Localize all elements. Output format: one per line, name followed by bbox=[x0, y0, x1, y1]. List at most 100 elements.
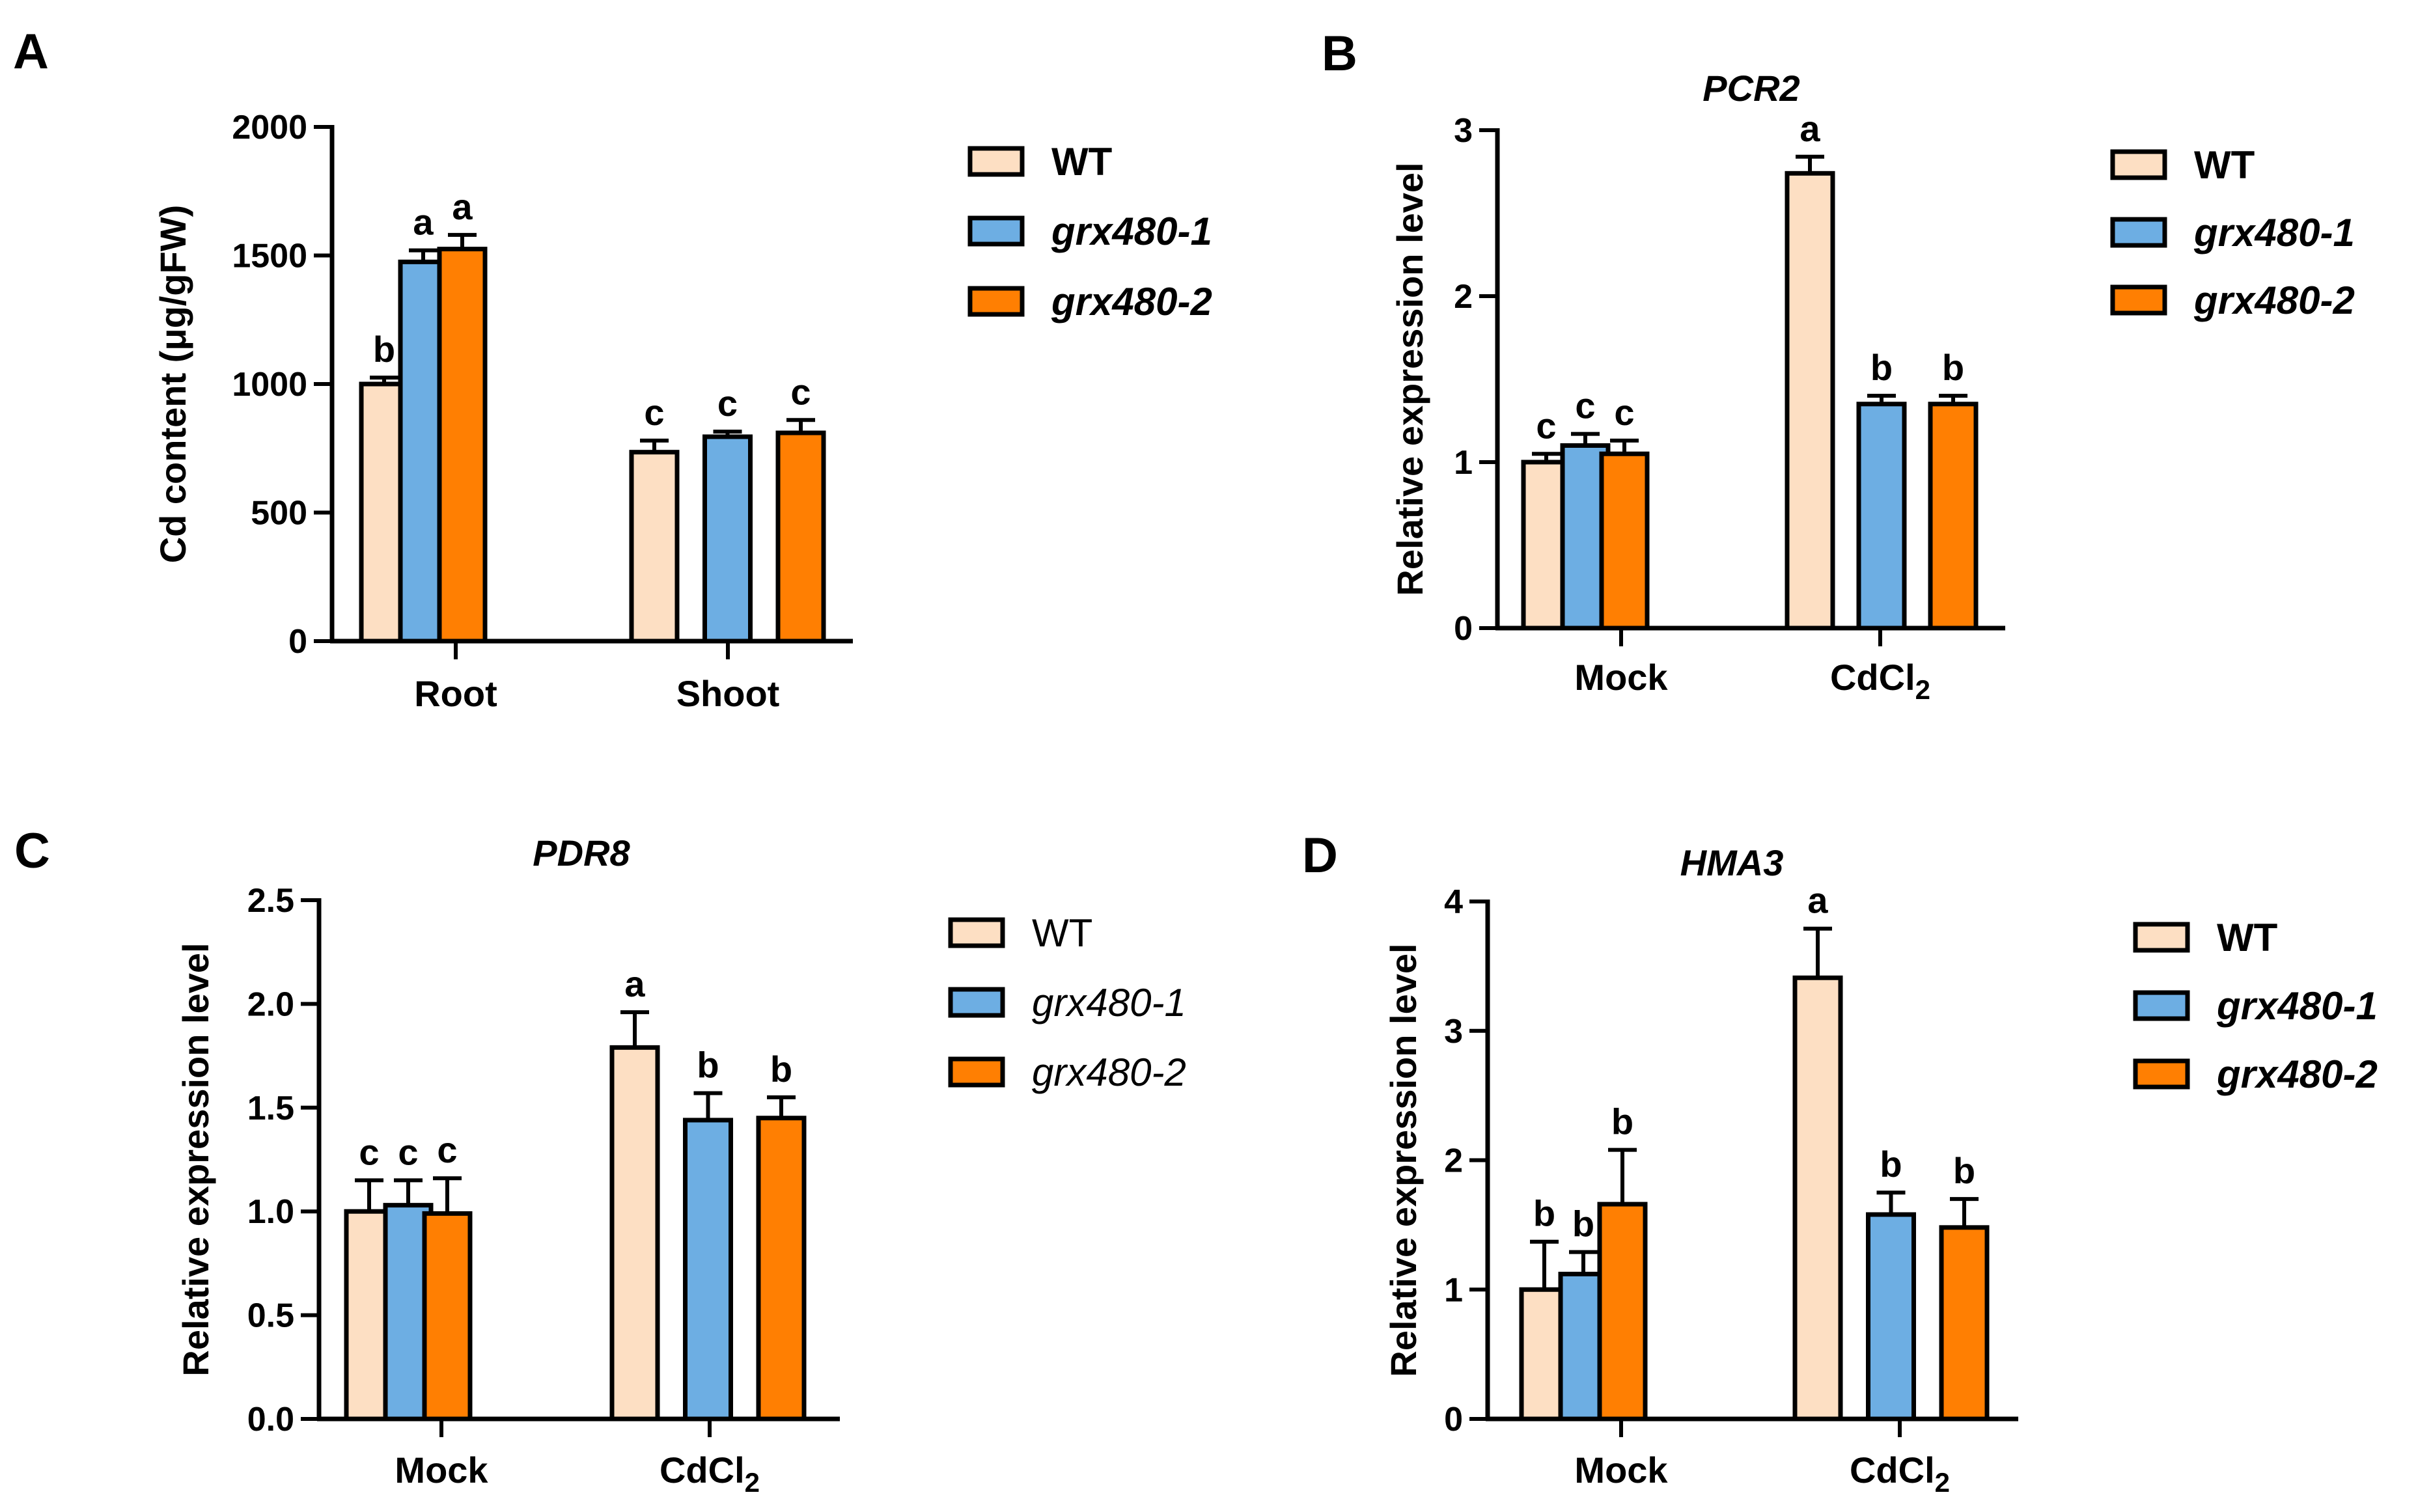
panel-d: D HMA3 0 1 2 3 4 Relative expression level Mock C… bbox=[1302, 828, 2378, 1498]
legend-label-grx480-1-d: grx480-1 bbox=[2216, 984, 2378, 1028]
bar-grx480-2-cdcl2-c bbox=[756, 1116, 807, 1422]
legend-swatch-wt-d bbox=[2133, 922, 2190, 953]
legend-swatch-grx480-2-c bbox=[948, 1056, 1005, 1088]
bar-grx480-2-mock-b bbox=[1599, 451, 1650, 631]
bar-grx480-2-mock-d bbox=[1597, 1202, 1648, 1422]
y-axis-title-d: Relative expression level bbox=[1383, 943, 1424, 1377]
bar-grx480-2-root-a bbox=[437, 247, 488, 644]
panel-letter-d: D bbox=[1302, 828, 1338, 883]
bar-grx480-2-mock-c bbox=[422, 1211, 473, 1422]
sig-letter-grx480-1-cdcl2-d: b bbox=[1880, 1144, 1902, 1185]
y-tick-label-a: 500 bbox=[251, 495, 307, 532]
bar-wt-cdcl2-c bbox=[609, 1045, 660, 1422]
x-tick-label-cdcl2-b: CdCl2 bbox=[1830, 657, 1930, 705]
legend-swatch-grx480-1-d bbox=[2133, 990, 2190, 1021]
y-tick-label-c: 0.0 bbox=[247, 1401, 294, 1438]
sig-letter-wt-cdcl2-b: a bbox=[1800, 108, 1820, 149]
legend-swatch-grx480-1-c bbox=[948, 987, 1005, 1018]
legend-label-grx480-1-a: grx480-1 bbox=[1051, 210, 1212, 253]
sig-letter-grx480-1-cdcl2-b: b bbox=[1870, 347, 1893, 388]
y-axis-title-b: Relative expression level bbox=[1389, 162, 1430, 596]
bar-grx480-1-shoot-a bbox=[702, 434, 753, 644]
bar-grx480-1-cdcl2-d bbox=[1866, 1212, 1916, 1422]
y-tick-label-d: 3 bbox=[1444, 1013, 1463, 1051]
legend-swatch-wt-b bbox=[2110, 149, 2167, 180]
y-tick-label-b: 1 bbox=[1454, 444, 1473, 482]
sig-letter-grx480-2-shoot-a: c bbox=[790, 371, 811, 412]
sig-letter-grx480-2-cdcl2-b: b bbox=[1942, 347, 1964, 388]
sig-letter-grx480-1-cdcl2-c: b bbox=[697, 1044, 719, 1085]
legend-label-grx480-2-b: grx480-2 bbox=[2193, 279, 2355, 322]
legend-label-wt-d: WT bbox=[2217, 916, 2277, 959]
y-tick-label-b: 0 bbox=[1454, 610, 1473, 648]
y-tick-label-d: 4 bbox=[1444, 883, 1463, 921]
legend-label-grx480-2-d: grx480-2 bbox=[2216, 1052, 2378, 1096]
x-tick-label-mock-d: Mock bbox=[1574, 1450, 1668, 1491]
bar-wt-cdcl2-d bbox=[1792, 975, 1843, 1422]
sig-letter-grx480-1-mock-d: b bbox=[1572, 1203, 1594, 1244]
legend-label-wt-a: WT bbox=[1051, 140, 1112, 184]
legend-label-grx480-2-c: grx480-2 bbox=[1032, 1051, 1186, 1094]
bar-wt-cdcl2-b bbox=[1785, 171, 1835, 631]
y-tick-label-c: 0.5 bbox=[247, 1297, 294, 1335]
chart-title-b: PCR2 bbox=[1702, 68, 1800, 109]
legend-label-grx480-1-c: grx480-1 bbox=[1032, 981, 1186, 1024]
sig-letter-grx480-2-mock-d: b bbox=[1611, 1101, 1633, 1142]
bar-grx480-2-cdcl2-d bbox=[1939, 1225, 1990, 1422]
sig-letter-grx480-1-mock-b: c bbox=[1575, 385, 1595, 426]
y-axis-title-a: Cd content (μg/gFW) bbox=[152, 205, 193, 564]
panel-letter-a: A bbox=[13, 24, 49, 79]
chart-title-c: PDR8 bbox=[533, 832, 630, 873]
sig-letter-wt-shoot-a: c bbox=[644, 392, 664, 433]
y-tick-label-b: 2 bbox=[1454, 278, 1473, 316]
panel-letter-c: C bbox=[14, 823, 50, 879]
y-axis-title-c: Relative expression level bbox=[175, 942, 216, 1376]
x-tick-label-cdcl2-c: CdCl2 bbox=[660, 1450, 760, 1498]
x-tick-label-shoot-a: Shoot bbox=[676, 673, 780, 714]
panel-b: B PCR2 0 1 2 3 Relative expression level Mock Cd… bbox=[1322, 26, 2355, 705]
sig-letter-wt-cdcl2-d: a bbox=[1807, 880, 1828, 921]
y-tick-label-d: 0 bbox=[1444, 1401, 1463, 1438]
panel-letter-b: B bbox=[1322, 26, 1357, 81]
sig-letter-grx480-1-shoot-a: c bbox=[717, 383, 738, 424]
y-tick-label-a: 0 bbox=[288, 623, 307, 661]
legend-label-grx480-2-a: grx480-2 bbox=[1051, 280, 1212, 323]
sig-letter-grx480-2-cdcl2-c: b bbox=[770, 1049, 792, 1090]
bar-wt-shoot-a bbox=[629, 450, 680, 644]
y-tick-label-c: 1.0 bbox=[247, 1193, 294, 1231]
y-tick-label-c: 1.5 bbox=[247, 1090, 294, 1127]
legend-swatch-grx480-2-b bbox=[2110, 284, 2167, 316]
sig-letter-wt-mock-b: c bbox=[1536, 405, 1556, 446]
legend-label-wt-c: WT bbox=[1032, 911, 1092, 955]
x-tick-label-root-a: Root bbox=[414, 673, 497, 714]
panel-c: C PDR8 0.0 0.5 1.0 1.5 2.0 2.5 Relative expressi… bbox=[14, 823, 1186, 1498]
legend-swatch-grx480-1-a bbox=[967, 215, 1025, 247]
y-tick-label-d: 2 bbox=[1444, 1142, 1463, 1180]
sig-letter-wt-mock-d: b bbox=[1533, 1193, 1555, 1234]
legend-swatch-wt-a bbox=[967, 146, 1025, 177]
bar-grx480-2-cdcl2-b bbox=[1928, 402, 1979, 631]
y-tick-label-d: 1 bbox=[1444, 1271, 1463, 1309]
bar-grx480-2-shoot-a bbox=[775, 430, 826, 644]
sig-letter-grx480-2-root-a: a bbox=[452, 186, 473, 227]
y-tick-label-c: 2.0 bbox=[247, 985, 294, 1023]
sig-letter-grx480-2-mock-b: c bbox=[1614, 392, 1634, 433]
legend-swatch-wt-c bbox=[948, 917, 1005, 948]
panel-a: A 0 500 1000 1500 2000 Cd content (μg/gFW) Root… bbox=[13, 24, 1212, 714]
x-tick-label-mock-b: Mock bbox=[1574, 657, 1668, 698]
y-tick-label-a: 1000 bbox=[232, 366, 307, 404]
x-tick-label-mock-c: Mock bbox=[395, 1450, 488, 1491]
sig-letter-wt-cdcl2-c: a bbox=[624, 963, 645, 1004]
chart-title-d: HMA3 bbox=[1680, 842, 1784, 883]
sig-letter-grx480-1-root-a: a bbox=[413, 202, 434, 243]
sig-letter-grx480-1-mock-c: c bbox=[398, 1131, 418, 1172]
sig-letter-grx480-2-mock-c: c bbox=[437, 1129, 457, 1170]
sig-letter-grx480-2-cdcl2-d: b bbox=[1953, 1150, 1975, 1191]
legend-swatch-grx480-2-d bbox=[2133, 1058, 2190, 1090]
sig-letter-wt-root-a: b bbox=[373, 329, 395, 370]
y-tick-label-c: 2.5 bbox=[247, 882, 294, 920]
bar-grx480-1-cdcl2-b bbox=[1856, 402, 1907, 631]
legend-label-wt-b: WT bbox=[2194, 143, 2255, 187]
y-tick-label-a: 2000 bbox=[232, 109, 307, 146]
